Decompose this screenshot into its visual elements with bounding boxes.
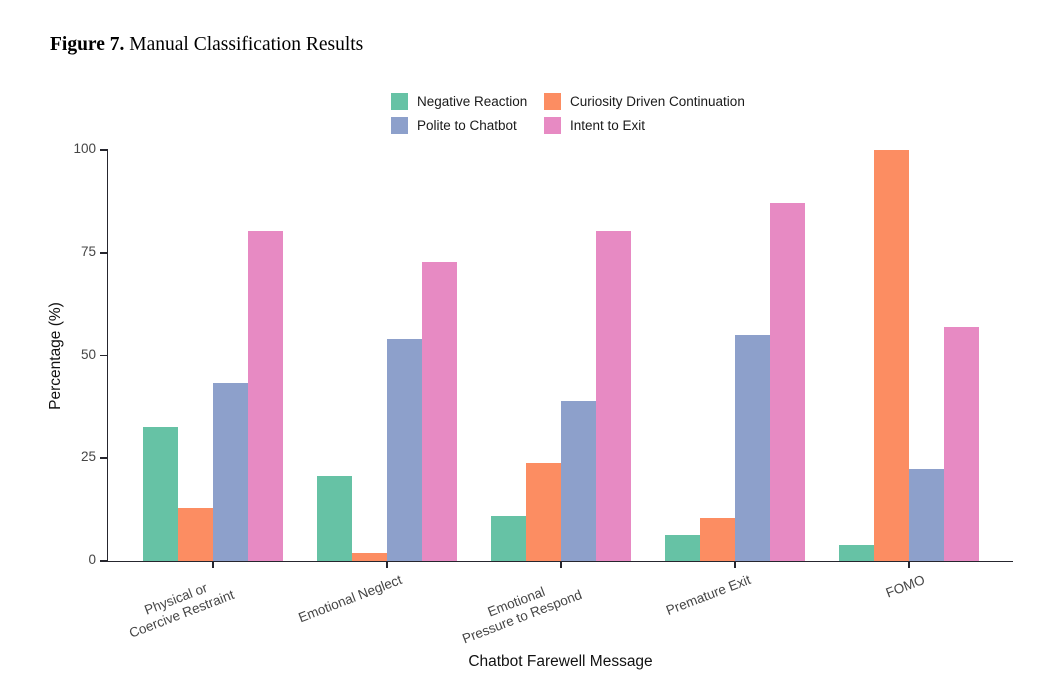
legend-swatch-icon — [544, 93, 561, 110]
bar-2-group-0 — [212, 383, 248, 561]
bar-1-group-1 — [352, 553, 387, 561]
bar-2-group-2 — [560, 401, 596, 561]
bar-group — [665, 150, 805, 561]
legend-swatch-icon — [544, 117, 561, 134]
y-tick-mark — [100, 560, 107, 562]
bar-3-group-3 — [769, 203, 805, 561]
y-tick-label: 50 — [80, 346, 96, 362]
bar-2-group-4 — [908, 468, 944, 561]
y-tick-mark — [100, 354, 107, 357]
bar-3-group-2 — [595, 231, 631, 561]
bar-1-group-2 — [526, 463, 561, 561]
x-tick-mark — [560, 562, 562, 568]
y-tick-label: 100 — [73, 141, 96, 156]
figure-title-text: Manual Classification Results — [129, 34, 364, 55]
legend-label: Curiosity Driven Continuation — [570, 94, 745, 109]
y-tick-mark — [100, 251, 107, 254]
x-tick-label: FOMO — [883, 572, 927, 601]
bar-group — [491, 150, 631, 561]
legend-item-1: Curiosity Driven Continuation — [544, 93, 745, 110]
legend-item-0: Negative Reaction — [391, 93, 544, 110]
bar-group — [143, 150, 283, 561]
bar-3-group-4 — [943, 327, 979, 561]
bar-group — [839, 150, 979, 561]
x-tick-label: Physical or Coercive Restraint — [127, 580, 237, 641]
x-tick-mark — [734, 562, 736, 568]
bar-0-group-1 — [317, 475, 353, 561]
x-axis-title: Chatbot Farewell Message — [468, 653, 653, 670]
y-tick-label: 75 — [80, 243, 96, 259]
x-tick-label: Premature Exit — [663, 572, 753, 618]
bar-3-group-1 — [421, 261, 457, 561]
x-tick-label: Emotional Neglect — [296, 572, 405, 626]
bar-1-group-3 — [700, 518, 735, 561]
x-tick-mark — [386, 562, 388, 568]
y-axis-line — [106, 149, 109, 562]
bar-0-group-3 — [665, 535, 701, 561]
figure-title: Figure 7. Manual Classification Results — [50, 34, 363, 56]
legend-swatch-icon — [391, 93, 408, 110]
y-tick-label: 0 — [88, 552, 96, 567]
y-tick-mark — [100, 149, 107, 151]
bar-0-group-0 — [143, 427, 179, 561]
bar-0-group-2 — [491, 516, 527, 561]
legend-item-2: Polite to Chatbot — [391, 117, 544, 134]
bar-1-group-0 — [178, 507, 213, 561]
bar-group — [317, 150, 457, 561]
bar-3-group-0 — [247, 230, 283, 561]
legend-item-3: Intent to Exit — [544, 117, 745, 134]
figure-label: Figure 7. — [50, 34, 125, 55]
y-tick-mark — [100, 457, 107, 460]
bar-0-group-4 — [839, 544, 875, 561]
legend-label: Negative Reaction — [417, 94, 528, 109]
bar-1-group-4 — [874, 150, 909, 561]
plot-area — [108, 150, 1013, 561]
bar-2-group-1 — [386, 339, 422, 561]
legend-label: Intent to Exit — [570, 118, 646, 133]
x-tick-mark — [212, 562, 214, 568]
legend-label: Polite to Chatbot — [417, 118, 517, 133]
chart-legend: Negative Reaction Curiosity Driven Contin… — [391, 93, 745, 134]
y-tick-label: 25 — [80, 449, 96, 465]
x-axis-line — [105, 560, 1013, 563]
legend-swatch-icon — [391, 117, 408, 134]
bar-2-group-3 — [734, 334, 770, 561]
x-tick-mark — [908, 562, 910, 568]
x-tick-label: Emotional Pressure to Respond — [460, 583, 585, 647]
